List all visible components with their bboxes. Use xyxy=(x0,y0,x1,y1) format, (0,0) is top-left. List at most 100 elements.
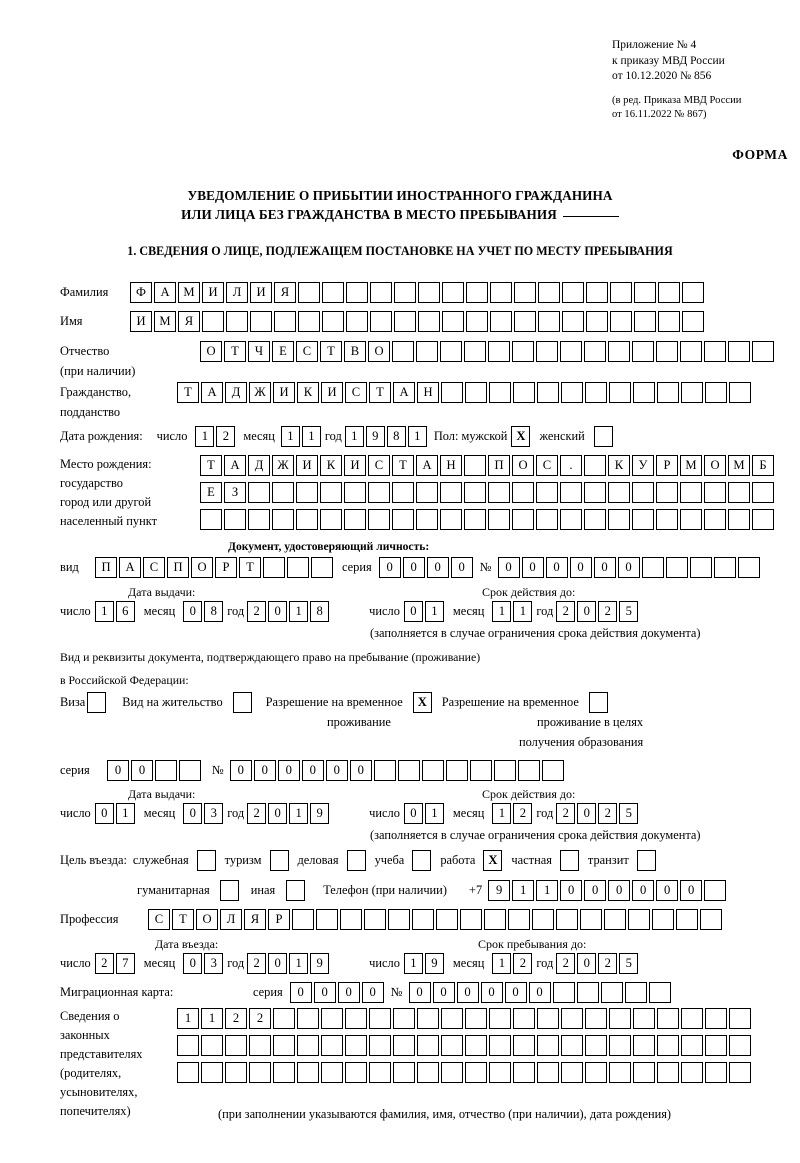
char-cell[interactable] xyxy=(466,282,488,303)
char-cell[interactable] xyxy=(562,282,584,303)
char-cell[interactable]: А xyxy=(393,382,415,403)
char-cell[interactable] xyxy=(460,909,482,930)
char-cell[interactable] xyxy=(704,341,726,362)
char-cell[interactable] xyxy=(373,760,396,781)
char-cell[interactable]: 0 xyxy=(432,982,455,1003)
char-cell[interactable]: И xyxy=(130,311,152,332)
char-cell[interactable] xyxy=(580,909,602,930)
char-cell[interactable] xyxy=(700,909,722,930)
char-cell[interactable] xyxy=(728,482,750,503)
char-cell[interactable]: О xyxy=(196,909,218,930)
char-cell[interactable]: И xyxy=(296,455,318,476)
char-cell[interactable] xyxy=(729,1062,751,1083)
char-cell[interactable] xyxy=(584,482,606,503)
char-cell[interactable]: 0 xyxy=(545,557,568,578)
char-cell[interactable]: П xyxy=(95,557,117,578)
char-cell[interactable] xyxy=(538,282,560,303)
char-cell[interactable] xyxy=(322,282,344,303)
char-cell[interactable] xyxy=(273,1008,295,1029)
char-cell[interactable]: 9 xyxy=(310,953,330,974)
char-cell[interactable]: 0 xyxy=(229,760,252,781)
char-cell[interactable] xyxy=(584,509,606,530)
char-cell[interactable]: 1 xyxy=(512,880,535,901)
char-cell[interactable] xyxy=(608,482,630,503)
char-cell[interactable]: 0 xyxy=(608,880,631,901)
birthplace-input-3[interactable] xyxy=(200,509,774,530)
char-cell[interactable] xyxy=(585,1062,607,1083)
char-cell[interactable]: 9 xyxy=(488,880,511,901)
char-cell[interactable]: М xyxy=(178,282,200,303)
char-cell[interactable] xyxy=(464,482,486,503)
char-cell[interactable] xyxy=(273,1035,295,1056)
char-cell[interactable] xyxy=(440,341,462,362)
sex-female-checkbox[interactable] xyxy=(593,426,613,447)
char-cell[interactable] xyxy=(364,909,386,930)
char-cell[interactable] xyxy=(297,1062,319,1083)
char-cell[interactable] xyxy=(704,880,727,901)
char-cell[interactable] xyxy=(442,311,464,332)
char-cell[interactable]: 1 xyxy=(424,601,444,622)
char-cell[interactable] xyxy=(713,557,736,578)
char-cell[interactable]: 2 xyxy=(247,601,267,622)
char-cell[interactable] xyxy=(224,509,246,530)
char-cell[interactable]: 5 xyxy=(619,803,639,824)
char-cell[interactable] xyxy=(680,482,702,503)
char-cell[interactable] xyxy=(417,1035,439,1056)
char-cell[interactable] xyxy=(728,509,750,530)
char-cell[interactable] xyxy=(600,982,623,1003)
char-cell[interactable] xyxy=(263,557,285,578)
char-cell[interactable] xyxy=(421,760,444,781)
char-cell[interactable]: И xyxy=(202,282,224,303)
char-cell[interactable] xyxy=(272,509,294,530)
char-cell[interactable] xyxy=(585,1035,607,1056)
char-cell[interactable]: 0 xyxy=(632,880,655,901)
char-cell[interactable]: Ф xyxy=(130,282,152,303)
char-cell[interactable] xyxy=(177,1062,199,1083)
char-cell[interactable] xyxy=(392,341,414,362)
char-cell[interactable]: 1 xyxy=(403,953,423,974)
purpose-option-checkbox[interactable] xyxy=(269,850,289,871)
char-cell[interactable] xyxy=(584,341,606,362)
char-cell[interactable] xyxy=(633,382,655,403)
char-cell[interactable]: 0 xyxy=(349,760,372,781)
char-cell[interactable] xyxy=(680,509,702,530)
char-cell[interactable] xyxy=(416,341,438,362)
char-cell[interactable] xyxy=(689,557,712,578)
char-cell[interactable]: 9 xyxy=(310,803,330,824)
char-cell[interactable]: 1 xyxy=(407,426,427,447)
char-cell[interactable] xyxy=(536,482,558,503)
temp-residence-checkbox[interactable]: X xyxy=(412,692,432,713)
char-cell[interactable] xyxy=(604,909,626,930)
char-cell[interactable]: Я xyxy=(274,282,296,303)
char-cell[interactable] xyxy=(624,982,647,1003)
char-cell[interactable]: 8 xyxy=(204,601,224,622)
char-cell[interactable]: Т xyxy=(224,341,246,362)
char-cell[interactable] xyxy=(274,311,296,332)
char-cell[interactable]: 2 xyxy=(598,953,618,974)
char-cell[interactable]: 8 xyxy=(310,601,330,622)
char-cell[interactable]: 1 xyxy=(492,601,512,622)
char-cell[interactable]: 1 xyxy=(94,601,114,622)
char-cell[interactable]: 2 xyxy=(225,1008,247,1029)
representatives-input-3[interactable] xyxy=(177,1062,751,1083)
char-cell[interactable]: 2 xyxy=(556,803,576,824)
char-cell[interactable] xyxy=(418,282,440,303)
char-cell[interactable]: 0 xyxy=(403,803,423,824)
char-cell[interactable] xyxy=(369,1062,391,1083)
char-cell[interactable] xyxy=(344,509,366,530)
char-cell[interactable]: 0 xyxy=(183,803,203,824)
char-cell[interactable]: 0 xyxy=(183,601,203,622)
char-cell[interactable] xyxy=(729,382,751,403)
char-cell[interactable]: И xyxy=(344,455,366,476)
char-cell[interactable] xyxy=(681,1062,703,1083)
char-cell[interactable] xyxy=(469,760,492,781)
